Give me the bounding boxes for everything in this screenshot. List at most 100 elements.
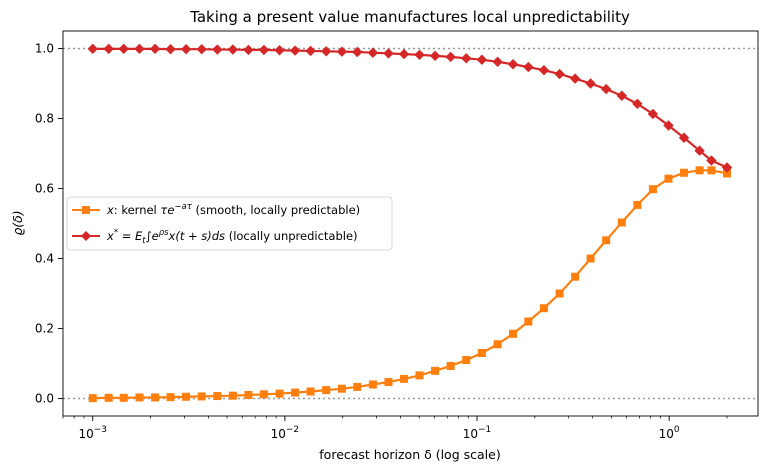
series-0-point: [259, 390, 268, 399]
x-tick-label: 10−3: [78, 425, 107, 441]
series-0-point: [431, 366, 440, 375]
series-1-point: [383, 48, 394, 59]
legend-0-var: x: [106, 203, 114, 217]
series-1-point: [663, 120, 674, 131]
series-1-point: [336, 46, 348, 57]
series-0-point: [524, 317, 533, 326]
series-0-point: [555, 289, 564, 298]
series-0-point: [151, 393, 160, 402]
series-0-point: [571, 272, 580, 281]
series-0-point: [509, 329, 518, 338]
series-0-point: [135, 393, 144, 402]
series-1-point: [352, 46, 363, 58]
series-1-point: [243, 44, 254, 56]
x-axis: 10−3 10−2 10−1 100: [62, 416, 728, 441]
series-1-point: [616, 90, 628, 101]
series-1-point: [476, 54, 488, 65]
series-1-point: [227, 44, 239, 55]
series-0-point: [446, 361, 455, 370]
series-1-point: [289, 45, 301, 56]
series-1-point: [678, 132, 690, 143]
legend-box: [66, 196, 393, 251]
series-0-point: [244, 391, 253, 399]
series-1-line: [92, 47, 728, 169]
series-1-point: [461, 53, 472, 64]
series-1-point: [398, 48, 410, 60]
series-1-point: [523, 61, 534, 73]
series-0-point: [493, 340, 502, 349]
legend-0-math: τe: [160, 203, 174, 217]
series-0-point: [680, 168, 689, 177]
series-1-point: [429, 50, 441, 62]
series-1-point: [258, 44, 270, 56]
series-0-point: [384, 378, 393, 387]
series-0-point: [462, 356, 471, 364]
series-0-point: [695, 166, 704, 175]
series-1-point: [694, 145, 705, 156]
legend-marker-0: [82, 206, 90, 214]
legend-1-post: (locally unpredictable): [225, 229, 357, 243]
y-tick-label: 0.2: [35, 322, 54, 336]
series-1-point: [706, 155, 717, 166]
x-tick-label: 10−1: [463, 425, 492, 441]
series-0-point: [633, 200, 642, 209]
legend-0-sup: −aτ: [174, 202, 192, 212]
x-axis-label: forecast horizon δ (log scale): [319, 447, 500, 462]
y-tick-label: 0.8: [35, 112, 54, 126]
y-tick-label: 0.4: [35, 252, 54, 266]
series-0-point: [353, 382, 362, 391]
series-1-point: [180, 44, 192, 55]
legend-1-math: x(t + s)ds: [168, 229, 226, 243]
series-1-point: [87, 43, 98, 55]
series-0-point: [166, 393, 175, 402]
series-0-point: [88, 394, 97, 403]
series-1-point: [492, 56, 503, 67]
series-0-point: [182, 392, 191, 401]
legend-marker-1: [81, 231, 91, 241]
legend-0-post: (smooth, locally predictable): [192, 203, 360, 217]
series-0-point: [337, 384, 346, 393]
series-1-point: [305, 45, 316, 57]
series-0-point: [119, 393, 128, 402]
series-1-point: [585, 78, 596, 89]
series-0-point: [415, 371, 424, 380]
y-tick-label: 0.0: [35, 392, 54, 406]
legend-1-varsup: *: [114, 228, 118, 238]
series-0-point: [228, 391, 237, 400]
legend-1-var: x: [106, 229, 114, 243]
series-1-point: [647, 108, 659, 120]
series-0-point: [539, 304, 548, 313]
series-1-point: [721, 162, 733, 173]
series-0-point: [291, 388, 300, 397]
series-1-point: [600, 83, 612, 95]
legend-1-int: ∫e: [146, 229, 159, 243]
plot-frame: [62, 30, 759, 417]
series-0-point: [617, 218, 626, 227]
series-0-point: [322, 386, 331, 395]
series-0-point: [275, 389, 284, 398]
legend-entry-0: x: kernel τe−aτ (smooth, locally predict…: [106, 202, 360, 217]
y-tick-label: 0.6: [35, 182, 54, 196]
series-1-point: [103, 43, 114, 55]
y-tick-label: 1.0: [35, 42, 54, 56]
legend-entry-1: x* = Et∫eρsx(t + s)ds (locally unpredict…: [106, 228, 358, 246]
legend-1-eq: = E: [118, 229, 143, 243]
series-0-point: [477, 349, 486, 357]
y-axis: 0.0 0.2 0.4 0.6 0.8 1.0: [35, 42, 63, 406]
series-0-point: [213, 392, 222, 401]
y-axis-label: ϱ(δ): [10, 210, 25, 235]
series-1-point: [554, 68, 565, 80]
series-0-point: [197, 392, 206, 401]
legend-1-sup: ρs: [159, 228, 169, 238]
series-1-point: [212, 44, 223, 55]
series-0-point: [400, 374, 409, 383]
series-0: [88, 166, 731, 403]
series-1-point: [569, 73, 581, 84]
series-1-point: [367, 47, 379, 58]
series-0-point: [602, 236, 611, 245]
series-1-point: [507, 59, 519, 70]
legend: x: kernel τe−aτ (smooth, locally predict…: [66, 196, 393, 251]
series-1-point: [149, 43, 161, 55]
series-1-point: [632, 98, 643, 109]
